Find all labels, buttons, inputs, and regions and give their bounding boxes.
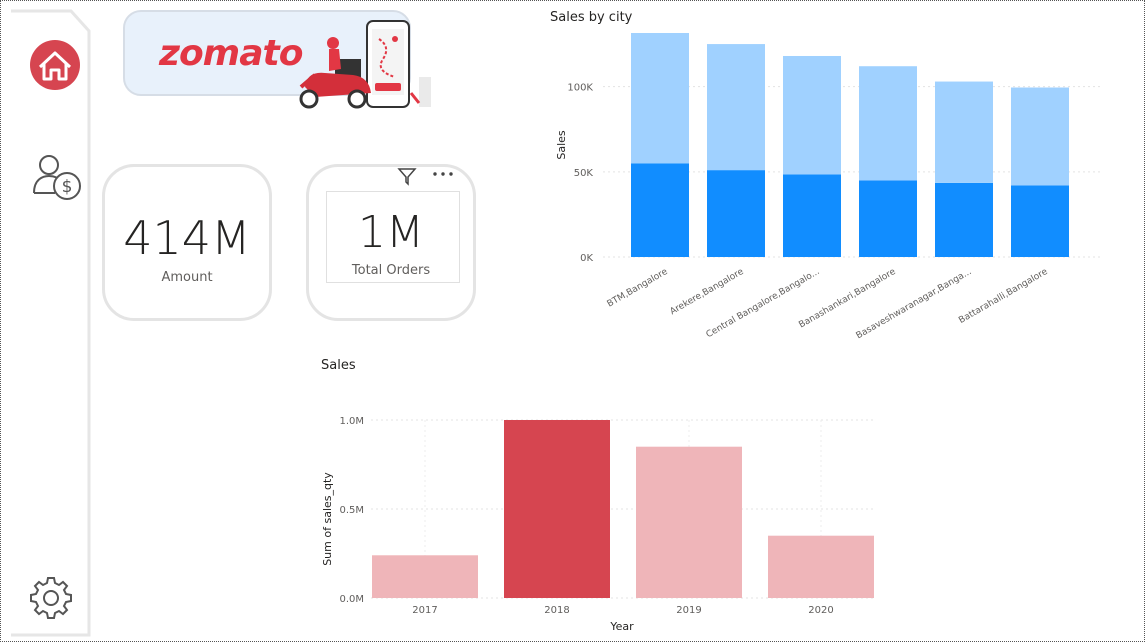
y-axis-title: Sales [555, 130, 568, 160]
y-tick-label: 0.0M [339, 594, 364, 605]
orders-inner-frame [326, 191, 460, 283]
bar-segment [707, 170, 765, 257]
x-tick-label: 2020 [808, 605, 833, 616]
amount-card[interactable]: 414M Amount [102, 164, 272, 321]
amount-value: 414M [123, 211, 251, 265]
x-tick-label: 2019 [676, 605, 701, 616]
bar-segment [935, 81, 993, 183]
more-options-icon[interactable] [431, 169, 455, 179]
home-icon [30, 40, 80, 90]
bar [372, 555, 478, 598]
y-axis-title: Sum of sales_qty [321, 472, 334, 566]
delivery-illustration [299, 20, 431, 109]
total-orders-card[interactable]: 1M Total Orders [306, 164, 476, 321]
bar [504, 420, 610, 598]
bar-segment [631, 33, 689, 164]
city-chart-title: Sales by city [550, 10, 633, 25]
x-tick-label: 2017 [412, 605, 437, 616]
bar-segment [707, 44, 765, 171]
nav-frame [11, 9, 91, 637]
filter-icon[interactable] [397, 166, 417, 186]
zomato-logo: zomato [159, 33, 303, 74]
y-tick-label: 0.5M [339, 505, 364, 516]
bar-segment [859, 66, 917, 181]
settings-button[interactable] [29, 575, 73, 619]
bar-segment [859, 180, 917, 257]
home-button[interactable] [29, 39, 81, 91]
customer-sales-button[interactable]: $ [31, 151, 85, 203]
nav-sidebar: $ [9, 9, 91, 637]
bar-segment [631, 163, 689, 257]
year-chart-title: Sales [321, 358, 356, 373]
orders-label: Total Orders [351, 263, 431, 278]
sales-by-year-chart: 0.0M 0.5M 1.0M Sum of sales_qty 2017 2018 2019… [321, 416, 875, 633]
bar-segment [1011, 185, 1069, 257]
y-tick-label: 1.0M [339, 416, 364, 427]
amount-label: Amount [161, 270, 213, 285]
bar [768, 535, 874, 598]
sales-by-city-chart: 0K 50K 100K Sales BTM,BangaloreArekere,Banga… [555, 33, 1103, 341]
x-tick-label: 2018 [544, 605, 569, 616]
bar [636, 446, 742, 598]
y-tick-label: 50K [574, 168, 594, 179]
bar-segment [783, 55, 841, 175]
bar-segment [783, 174, 841, 257]
y-tick-label: 100K [567, 83, 593, 94]
gear-icon [30, 577, 72, 619]
bar-segment [1011, 87, 1069, 186]
svg-text:$: $ [62, 177, 73, 197]
orders-value: 1M [358, 207, 424, 258]
x-axis-title: Year [609, 620, 634, 633]
x-tick-label: BTM,Bangalore [606, 267, 670, 310]
x-tick-label: Arekere,Bangalore [668, 267, 745, 317]
y-tick-label: 0K [580, 253, 593, 264]
user-dollar-icon: $ [33, 155, 81, 200]
bar-segment [935, 182, 993, 257]
